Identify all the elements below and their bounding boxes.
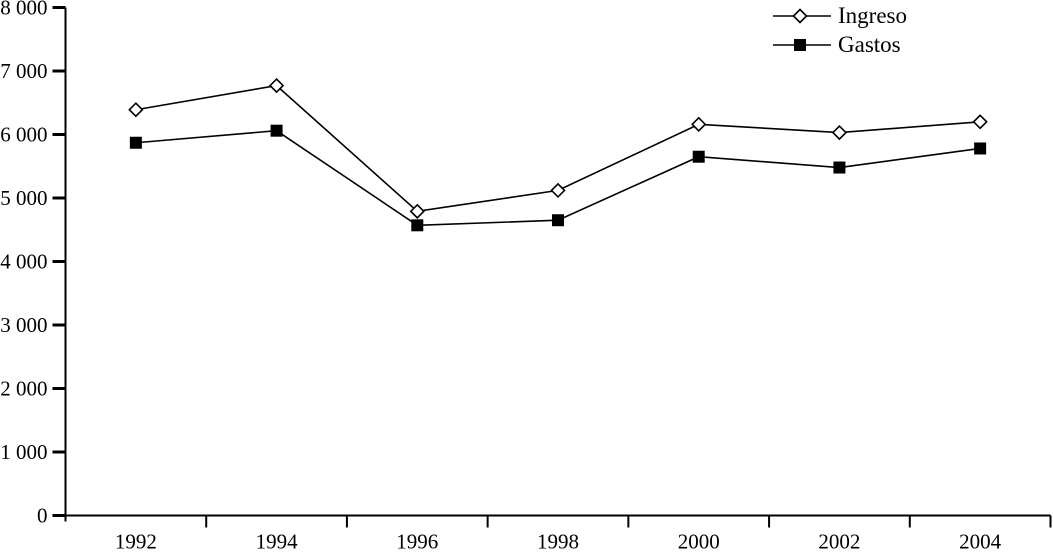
y-tick-label: 1 000 <box>0 440 47 464</box>
y-tick-label: 4 000 <box>0 250 47 274</box>
data-point-square-gastos <box>833 161 846 174</box>
data-point-diamond-ingreso <box>972 114 988 130</box>
y-tick-label: 3 000 <box>0 313 47 337</box>
y-tick-label: 5 000 <box>0 186 47 210</box>
data-point-square-gastos <box>129 136 142 149</box>
data-point-diamond-ingreso <box>128 102 144 118</box>
y-tick-label: 2 000 <box>0 377 47 401</box>
y-tick-label: 6 000 <box>0 123 47 147</box>
y-tick-label: 7 000 <box>0 59 47 83</box>
legend-label-gastos: Gastos <box>838 32 901 57</box>
x-tick-label: 1994 <box>256 530 299 552</box>
data-point-diamond-ingreso <box>409 203 425 219</box>
legend-item-ingreso: Ingreso <box>773 1 907 30</box>
x-tick-label: 2004 <box>959 530 1002 552</box>
data-point-diamond-ingreso <box>268 77 285 94</box>
y-tick-label: 0 <box>37 504 48 528</box>
legend-label-ingreso: Ingreso <box>838 3 907 28</box>
data-point-square-gastos <box>974 142 987 155</box>
data-point-diamond-ingreso <box>550 182 566 199</box>
x-tick-label: 1992 <box>115 530 157 552</box>
data-point-square-gastos <box>552 214 564 227</box>
x-tick-label: 2002 <box>818 530 860 552</box>
legend-item-gastos: Gastos <box>773 30 907 59</box>
series-line-gastos <box>135 129 981 227</box>
x-tick-label: 1996 <box>396 530 438 552</box>
filled-square-line-icon <box>773 37 831 53</box>
y-tick-label: 8 000 <box>0 0 47 20</box>
open-diamond-line-icon <box>773 7 831 24</box>
data-point-diamond-ingreso <box>831 124 848 141</box>
legend: Ingreso Gastos <box>773 1 907 59</box>
data-point-diamond-ingreso <box>691 116 707 132</box>
x-tick-label: 1998 <box>537 530 579 552</box>
data-point-square-gastos <box>270 124 283 137</box>
data-point-square-gastos <box>692 150 705 163</box>
data-point-square-gastos <box>411 219 424 232</box>
x-tick-label: 2000 <box>678 530 720 552</box>
